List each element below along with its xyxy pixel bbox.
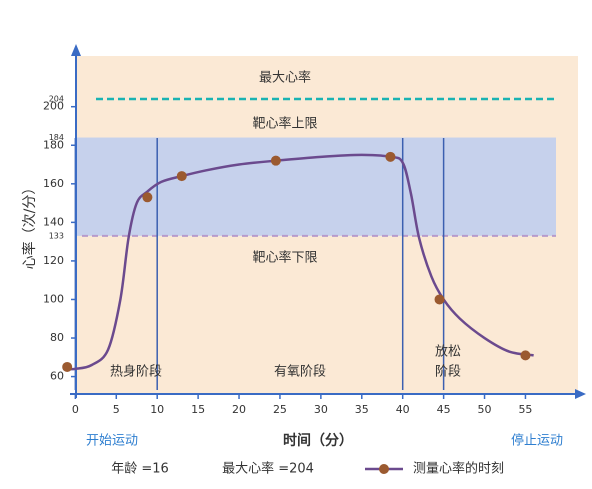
phase-label-aerobic: 有氧阶段: [274, 365, 326, 380]
x-tick-label-15: 15: [191, 403, 205, 416]
x-tick-label-30: 30: [314, 403, 328, 416]
target-lower-label: 靶心率下限: [252, 250, 317, 266]
x-end-label: 停止运动: [511, 433, 563, 449]
measurement-point-4: [385, 151, 396, 162]
x-tick-label-45: 45: [437, 403, 451, 416]
x-tick-label-0: 0: [72, 403, 79, 416]
measurement-point-2: [176, 171, 187, 182]
x-axis-title: 时间（分）: [283, 432, 353, 449]
y-tick-label-184: 184: [49, 133, 64, 142]
x-tick-label-20: 20: [232, 403, 246, 416]
legend-label: 测量心率的时刻: [413, 461, 504, 477]
y-axis-arrow: [71, 44, 81, 56]
x-start-label: 开始运动: [86, 434, 138, 449]
y-tick-label-100: 100: [43, 292, 64, 305]
x-tick-label-35: 35: [355, 403, 369, 416]
y-axis-title: 心率（次/分）: [21, 181, 38, 270]
phase-label-cooldown-1: 放松: [435, 345, 461, 360]
x-tick-label-10: 10: [150, 403, 164, 416]
y-tick-label-80: 80: [50, 331, 64, 344]
x-tick-label-40: 40: [396, 403, 410, 416]
max-hr-text: 最大心率 =204: [222, 461, 314, 477]
phase-label-warmup: 热身阶段: [110, 364, 162, 380]
measurement-point-1: [142, 192, 153, 203]
x-tick-label-25: 25: [273, 403, 287, 416]
target-upper-label: 靶心率上限: [252, 116, 317, 132]
max-hr-label: 最大心率: [259, 70, 311, 86]
y-tick-label-140: 140: [43, 215, 64, 228]
phase-label-cooldown-2: 阶段: [435, 365, 461, 380]
x-axis-arrow: [575, 389, 586, 399]
x-tick-label-5: 5: [113, 403, 120, 416]
y-tick-label-133: 133: [49, 231, 64, 240]
measurement-point-5: [434, 294, 445, 305]
y-tick-label-60: 60: [50, 370, 64, 383]
y-tick-label-204: 204: [49, 94, 64, 103]
measurement-point-3: [270, 155, 281, 166]
y-tick-label-160: 160: [43, 177, 64, 190]
age-text: 年龄 =16: [111, 462, 169, 477]
x-tick-label-55: 55: [518, 403, 532, 416]
measurement-point-0: [62, 361, 73, 372]
target-zone-band: [76, 137, 556, 236]
y-tick-label-120: 120: [43, 254, 64, 267]
x-tick-label-50: 50: [478, 403, 492, 416]
y-tick-label-180: 180: [43, 138, 64, 151]
y-tick-label-200: 200: [43, 100, 64, 113]
legend-marker: [379, 464, 389, 474]
measurement-point-6: [520, 350, 531, 361]
